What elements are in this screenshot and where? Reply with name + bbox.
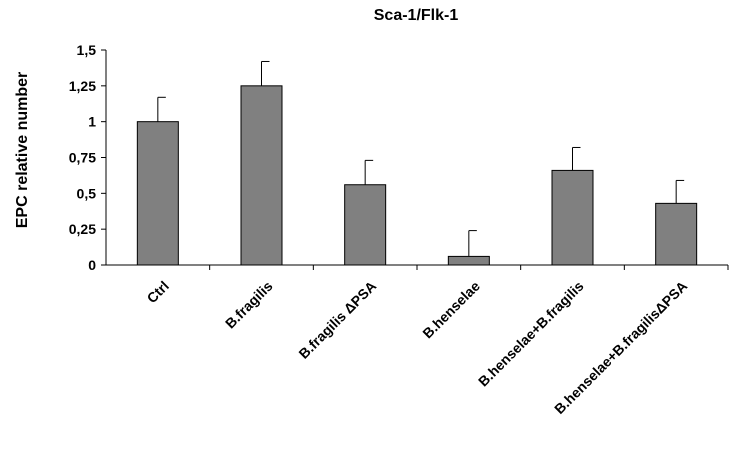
y-tick-label-4: 1 (88, 114, 96, 130)
category-labels: Ctrl B.fragilis B.fragilis ΔPSA B.henselaeB… (144, 265, 729, 417)
y-axis-label: EPC relative number (14, 72, 31, 229)
bar-4 (551, 169, 594, 266)
category-label-4: B.henselae+B.fragilis (475, 278, 587, 390)
y-tick-label-5: 1,25 (69, 78, 96, 94)
category-label-1: B.fragilis (222, 278, 276, 332)
category-label-2: B.fragilis ΔPSA (295, 278, 379, 362)
y-tick-label-2: 0,5 (77, 185, 97, 201)
category-label-3: B.henselae (419, 278, 483, 342)
bar-0 (136, 121, 179, 266)
bars (136, 85, 698, 266)
bar-2 (344, 184, 387, 266)
y-tick-label-0: 0 (88, 257, 96, 273)
y-tick-label-1: 0,25 (69, 221, 96, 237)
error-bars (157, 60, 685, 257)
y-axis-ticks: 0 0,25 0,5 0,75 1 1,25 1,5 (69, 42, 106, 273)
y-tick-label-3: 0,75 (69, 150, 96, 166)
bar-1 (240, 85, 283, 266)
chart-title: Sca-1/Flk-1 (374, 7, 459, 24)
bar-5 (655, 202, 698, 266)
bar-3 (447, 255, 490, 266)
category-label-0: Ctrl (144, 278, 172, 306)
y-tick-label-6: 1,5 (77, 42, 97, 58)
